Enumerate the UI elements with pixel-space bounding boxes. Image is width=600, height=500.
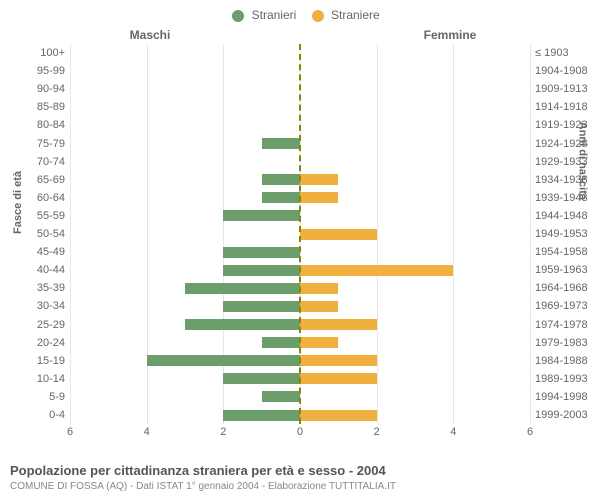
legend-swatch-male [232,10,244,22]
bar-male [147,355,300,366]
bar-male [262,391,300,402]
age-label: 30-34 [5,297,65,315]
age-label: 5-9 [5,388,65,406]
age-label: 80-84 [5,116,65,134]
birth-label: 1914-1918 [535,98,595,116]
bar-male [223,410,300,421]
legend-swatch-female [312,10,324,22]
pyramid-chart: Stranieri Straniere Maschi Femmine Fasce… [0,0,600,500]
birth-label: 1979-1983 [535,334,595,352]
bar-male [223,301,300,312]
age-label: 50-54 [5,225,65,243]
age-label: 15-19 [5,352,65,370]
bar-male [262,138,300,149]
age-label: 20-24 [5,334,65,352]
bar-male [223,247,300,258]
birth-label: 1964-1968 [535,279,595,297]
center-divider [299,44,301,424]
header-male: Maschi [0,28,300,42]
age-label: 45-49 [5,243,65,261]
bar-female [300,174,338,185]
age-label: 35-39 [5,279,65,297]
age-label: 10-14 [5,370,65,388]
bar-female [300,355,377,366]
bar-female [300,337,338,348]
x-tick: 2 [374,426,380,438]
chart-title: Popolazione per cittadinanza straniera p… [10,462,396,480]
x-tick: 4 [144,426,150,438]
birth-label: 1974-1978 [535,316,595,334]
header-female: Femmine [300,28,600,42]
age-label: 95-99 [5,62,65,80]
birth-label: 1904-1908 [535,62,595,80]
birth-label: 1939-1943 [535,189,595,207]
birth-label: 1919-1923 [535,116,595,134]
bar-female [300,301,338,312]
bar-female [300,283,338,294]
legend-label-female: Straniere [331,8,380,22]
age-label: 25-29 [5,316,65,334]
x-axis: 6 4 2 0 2 4 6 [70,424,530,444]
age-label: 85-89 [5,98,65,116]
bar-male [223,265,300,276]
bar-male [262,192,300,203]
x-tick: 6 [527,426,533,438]
x-tick: 0 [297,426,303,438]
birth-label: 1989-1993 [535,370,595,388]
bar-female [300,319,377,330]
legend-label-male: Stranieri [252,8,297,22]
bar-male [262,174,300,185]
bar-male [262,337,300,348]
bar-male [223,373,300,384]
x-tick: 2 [220,426,226,438]
bar-male [223,210,300,221]
chart-subtitle: COMUNE DI FOSSA (AQ) - Dati ISTAT 1° gen… [10,480,396,494]
bar-female [300,410,377,421]
birth-label: 1984-1988 [535,352,595,370]
birth-label: 1929-1933 [535,153,595,171]
birth-label: 1944-1948 [535,207,595,225]
bar-female [300,373,377,384]
bar-female [300,192,338,203]
birth-label: 1999-2003 [535,406,595,424]
age-label: 70-74 [5,153,65,171]
bar-female [300,229,377,240]
bar-male [185,319,300,330]
birth-label: 1959-1963 [535,261,595,279]
birth-label: 1954-1958 [535,243,595,261]
birth-label: 1924-1928 [535,135,595,153]
birth-label: 1909-1913 [535,80,595,98]
birth-label: 1949-1953 [535,225,595,243]
age-label: 75-79 [5,135,65,153]
gridline [530,44,531,424]
birth-label: 1969-1973 [535,297,595,315]
bar-male [185,283,300,294]
x-tick: 4 [450,426,456,438]
age-label: 60-64 [5,189,65,207]
age-label: 65-69 [5,171,65,189]
age-label: 100+ [5,44,65,62]
birth-label: ≤ 1903 [535,44,595,62]
chart-footer: Popolazione per cittadinanza straniera p… [10,462,396,494]
age-label: 40-44 [5,261,65,279]
legend: Stranieri Straniere [0,0,600,22]
bar-female [300,265,453,276]
x-tick: 6 [67,426,73,438]
birth-label: 1994-1998 [535,388,595,406]
age-label: 90-94 [5,80,65,98]
birth-label: 1934-1938 [535,171,595,189]
age-label: 55-59 [5,207,65,225]
age-label: 0-4 [5,406,65,424]
plot-area: 100+≤ 190395-991904-190890-941909-191385… [70,44,530,444]
